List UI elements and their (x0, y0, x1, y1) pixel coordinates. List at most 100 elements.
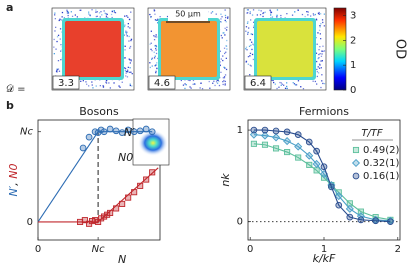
noise-dot (224, 27, 226, 29)
noise-dot (151, 58, 153, 60)
noise-dot (54, 30, 56, 32)
noise-dot (130, 11, 132, 13)
noise-dot (113, 11, 116, 13)
noise-dot (252, 43, 254, 45)
colorbar-tick-label: 2 (350, 35, 356, 46)
noise-dot (129, 47, 131, 49)
noise-dot (250, 65, 252, 67)
noise-dot (247, 9, 249, 11)
noise-dot (59, 18, 61, 20)
marker-circle (112, 127, 120, 135)
noise-dot (89, 14, 91, 16)
noise-dot (67, 12, 70, 14)
noise-dot (54, 14, 56, 16)
noise-dot (82, 80, 84, 82)
noise-dot (156, 67, 158, 70)
d-symbol: 𝒟 = (6, 84, 26, 95)
noise-dot (286, 85, 288, 88)
noise-dot (313, 14, 315, 16)
noise-dot (104, 12, 106, 14)
marker-circle (346, 213, 354, 221)
y-tick-label: Nc (20, 127, 33, 138)
noise-dot (307, 11, 309, 13)
noise-dot (225, 21, 227, 23)
noise-dot (156, 36, 158, 38)
y-axis-label-part: , (7, 179, 20, 186)
x-tick-label: 0 (35, 244, 41, 255)
noise-dot (95, 11, 97, 13)
noise-dot (114, 12, 117, 14)
noise-dot (130, 39, 132, 42)
noise-dot (127, 69, 129, 71)
d-box (52, 75, 80, 90)
noise-dot (222, 83, 224, 86)
noise-dot (91, 9, 93, 11)
marker-circle (100, 128, 108, 136)
marker-diamond (312, 159, 321, 169)
noise-dot (223, 47, 226, 49)
noise-dot (129, 83, 131, 85)
noise-dot (184, 83, 186, 85)
marker-square (149, 169, 156, 176)
noise-dot (318, 53, 320, 56)
noise-dot (220, 58, 222, 60)
marker-circle (357, 216, 365, 224)
noise-dot (316, 43, 318, 45)
noise-dot (124, 67, 126, 69)
noise-dot (124, 15, 126, 17)
noise-dot (223, 79, 225, 82)
noise-dot (124, 24, 126, 26)
noise-dot (249, 39, 251, 41)
noise-dot (105, 13, 107, 15)
marker-diamond (351, 158, 361, 168)
noise-dot (316, 19, 318, 21)
noise-dot (319, 25, 321, 27)
noise-dot (262, 15, 264, 18)
marker-circle (272, 127, 280, 135)
noise-dot (317, 12, 320, 14)
noise-dot (300, 86, 302, 88)
noise-dot (154, 55, 156, 57)
noise-dot (316, 68, 318, 71)
noise-dot (315, 37, 317, 39)
noise-dot (276, 87, 278, 90)
noise-dot (225, 51, 227, 53)
noise-dot (129, 84, 131, 87)
noise-dot (213, 80, 215, 82)
noise-dot (318, 49, 320, 51)
noise-dot (286, 82, 288, 84)
noise-dot (316, 75, 318, 78)
noise-dot (251, 33, 254, 36)
cloud (257, 21, 313, 77)
noise-dot (124, 57, 126, 59)
noise-dot (199, 87, 201, 89)
noise-dot (126, 31, 128, 33)
noise-dot (272, 79, 274, 82)
noise-dot (307, 14, 309, 16)
noise-dot (102, 86, 105, 88)
noise-dot (250, 33, 252, 35)
noise-dot (222, 55, 224, 57)
noise-dot (286, 13, 288, 15)
noise-dot (293, 83, 296, 85)
noise-dot (221, 37, 223, 39)
noise-dot (251, 48, 253, 51)
colorbar-tick-label: 0 (350, 85, 356, 96)
noise-dot (224, 19, 226, 22)
noise-dot (252, 58, 254, 61)
marker-circle (148, 128, 156, 136)
noise-dot (76, 16, 78, 18)
cloud (161, 21, 217, 77)
noise-dot (262, 12, 264, 15)
series-label: N′ (124, 126, 135, 139)
noise-dot (227, 16, 229, 18)
noise-dot (223, 76, 226, 78)
noise-dot (224, 83, 226, 85)
noise-dot (252, 9, 255, 11)
y-tick-label: 0 (237, 217, 243, 228)
noise-dot (246, 22, 249, 24)
noise-dot (128, 18, 131, 21)
noise-dot (129, 45, 132, 48)
noise-dot (323, 83, 326, 85)
noise-dot (53, 38, 55, 41)
